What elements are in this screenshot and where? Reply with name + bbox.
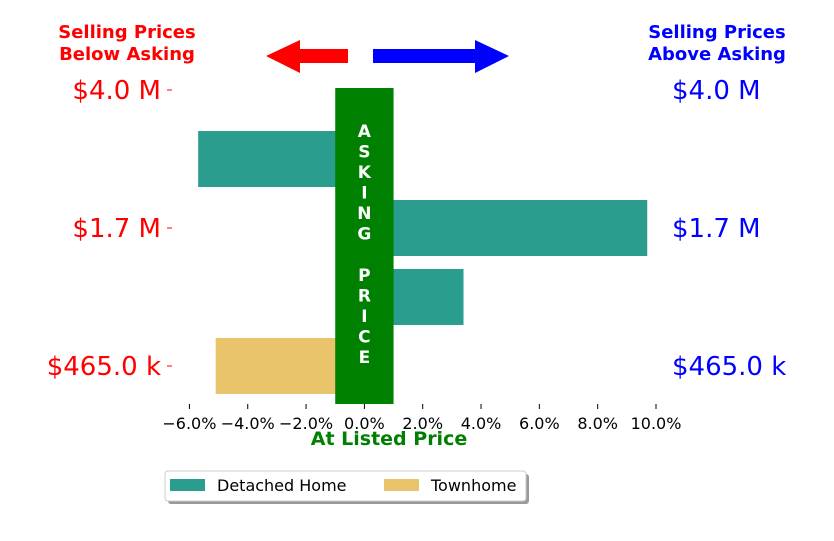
x-axis: −6.0% −4.0% −2.0% 0.0% 2.0% 4.0% 6.0% 8.0% 10.0% bbox=[162, 404, 681, 433]
price-letter: R bbox=[358, 287, 371, 307]
right-title-line-2: Above Asking bbox=[648, 44, 786, 65]
y-axis-left: $4.0 M $1.7 M $465.0 k bbox=[47, 76, 172, 382]
asking-letter: G bbox=[357, 225, 371, 245]
y-tick-label-left: $4.0 M bbox=[72, 76, 161, 106]
y-tick-label-left: $1.7 M bbox=[72, 214, 161, 244]
asking-letter: N bbox=[357, 204, 371, 224]
x-tick-label: 4.0% bbox=[461, 414, 502, 433]
x-tick-label: 0.0% bbox=[344, 414, 385, 433]
legend-swatch bbox=[170, 479, 205, 491]
x-tick-label: 10.0% bbox=[631, 414, 682, 433]
legend: Detached Home Townhome bbox=[164, 470, 529, 504]
legend-label: Detached Home bbox=[217, 476, 347, 495]
right-title-line-1: Selling Prices bbox=[648, 22, 785, 43]
asking-letter: K bbox=[358, 163, 372, 183]
price-letter: P bbox=[358, 266, 370, 286]
price-letter: I bbox=[361, 307, 367, 327]
x-tick-label: −2.0% bbox=[279, 414, 333, 433]
y-axis-right: $4.0 M $1.7 M $465.0 k bbox=[672, 76, 786, 382]
left-title-line-1: Selling Prices bbox=[58, 22, 195, 43]
legend-label: Townhome bbox=[430, 476, 516, 495]
x-tick-label: −6.0% bbox=[162, 414, 216, 433]
bars bbox=[198, 131, 648, 394]
left-title-line-2: Below Asking bbox=[59, 44, 195, 65]
y-tick-label-left: $465.0 k bbox=[47, 352, 161, 382]
legend-box bbox=[164, 470, 527, 502]
left-arrow bbox=[266, 40, 348, 73]
x-axis-label: At Listed Price bbox=[311, 428, 467, 450]
bar-2 bbox=[364, 200, 648, 256]
legend-swatch bbox=[384, 479, 419, 491]
asking-letter: A bbox=[358, 122, 372, 142]
y-tick-label-right: $465.0 k bbox=[672, 352, 786, 382]
asking-price-band bbox=[335, 88, 394, 404]
right-arrow bbox=[373, 40, 509, 73]
price-letter: C bbox=[358, 328, 370, 348]
x-tick-label: 2.0% bbox=[402, 414, 443, 433]
asking-letter: I bbox=[361, 184, 367, 204]
y-tick-label-right: $1.7 M bbox=[672, 214, 761, 244]
x-tick-label: 6.0% bbox=[519, 414, 560, 433]
titles: Selling Prices Below Asking Selling Pric… bbox=[58, 22, 786, 65]
x-tick-label: −4.0% bbox=[221, 414, 275, 433]
asking-letter: S bbox=[358, 143, 370, 163]
price-letter: E bbox=[359, 348, 371, 368]
y-tick-label-right: $4.0 M bbox=[672, 76, 761, 106]
x-tick-label: 8.0% bbox=[577, 414, 618, 433]
arrows bbox=[266, 40, 509, 73]
